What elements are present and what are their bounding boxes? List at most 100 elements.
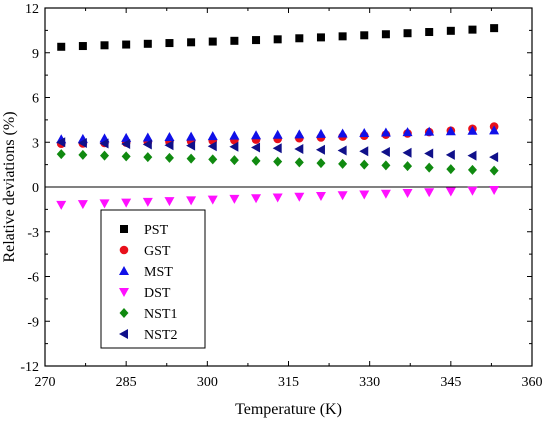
y-tick-label: 9: [32, 47, 39, 62]
data-point-nst1: [403, 161, 413, 172]
data-point-dst: [445, 187, 456, 197]
data-point-dst: [164, 197, 175, 207]
data-point-mst: [445, 126, 456, 136]
legend: PST GST MST DST NST1 NST2: [119, 223, 177, 343]
data-point-pst: [403, 29, 412, 38]
data-point-mst: [121, 132, 132, 142]
data-point-nst1: [164, 152, 174, 163]
data-point-mst: [424, 126, 435, 136]
x-tick-label: 270: [35, 375, 56, 390]
data-point-dst: [229, 194, 240, 204]
data-point-nst2: [99, 138, 109, 149]
data-point-mst: [251, 130, 262, 140]
data-point-nst2: [467, 150, 477, 161]
data-point-nst2: [424, 148, 434, 159]
x-tick-label: 345: [440, 375, 461, 390]
data-point-pst: [468, 25, 477, 34]
data-point-pst: [208, 37, 217, 46]
data-point-nst1: [229, 155, 239, 166]
data-point-nst2: [186, 140, 196, 151]
data-point-nst2: [489, 152, 499, 163]
data-point-nst1: [316, 158, 326, 169]
axis-tick-labels: 270 285 300 315 330 345 360 12 9 6 3 0 -3 -6 -9 -12: [20, 2, 542, 390]
data-point-mst: [337, 128, 348, 138]
data-point-nst1: [143, 152, 153, 163]
data-point-nst2: [142, 139, 152, 150]
data-point-mst: [294, 129, 305, 139]
y-tick-label: -12: [20, 360, 39, 375]
data-point-nst2: [359, 146, 369, 157]
data-point-pst: [490, 24, 499, 33]
data-point-nst2: [229, 141, 239, 152]
data-point-nst1: [294, 157, 304, 168]
data-point-nst1: [467, 164, 477, 175]
data-point-nst2: [164, 140, 174, 151]
data-point-mst: [402, 127, 413, 137]
data-point-dst: [315, 191, 326, 201]
y-tick-label: 6: [32, 92, 39, 107]
x-tick-label: 300: [197, 375, 218, 390]
data-point-dst: [337, 191, 348, 201]
legend-label-nst2: NST2: [144, 328, 177, 343]
data-points: [56, 24, 500, 210]
data-point-dst: [99, 199, 110, 209]
data-point-nst1: [186, 153, 196, 164]
legend-marker-pst: [120, 225, 128, 233]
data-point-mst: [272, 129, 283, 139]
data-point-nst2: [445, 149, 455, 160]
data-point-dst: [186, 196, 197, 206]
data-point-mst: [380, 127, 391, 137]
legend-marker-mst: [119, 266, 129, 275]
data-point-mst: [207, 131, 218, 141]
data-point-dst: [467, 186, 478, 196]
data-point-pst: [425, 28, 434, 37]
data-point-pst: [316, 33, 325, 42]
data-point-nst2: [380, 146, 390, 157]
data-point-dst: [380, 189, 391, 199]
data-point-pst: [122, 40, 131, 49]
data-point-pst: [165, 39, 174, 48]
data-point-pst: [100, 41, 109, 50]
x-tick-label: 315: [278, 375, 299, 390]
data-point-nst1: [100, 150, 110, 161]
data-point-nst1: [446, 164, 456, 175]
data-point-mst: [467, 125, 478, 135]
data-point-dst: [121, 198, 132, 208]
data-point-nst2: [294, 143, 304, 154]
y-tick-label: -3: [27, 226, 39, 241]
data-point-nst2: [402, 147, 412, 158]
y-tick-label: -6: [27, 271, 39, 286]
legend-box: [100, 209, 206, 349]
legend-label-nst1: NST1: [144, 307, 177, 322]
axis-ticks: [44, 7, 533, 367]
data-point-dst: [272, 193, 283, 203]
data-point-nst1: [273, 156, 283, 167]
data-point-mst: [315, 128, 326, 138]
legend-marker-dst: [119, 288, 129, 297]
data-point-dst: [359, 190, 370, 200]
y-tick-label: 3: [32, 136, 39, 151]
data-point-nst1: [381, 160, 391, 171]
data-point-nst2: [315, 144, 325, 155]
data-point-dst: [142, 197, 153, 207]
data-point-pst: [381, 30, 390, 39]
legend-label-dst: DST: [144, 286, 171, 301]
data-point-pst: [273, 35, 282, 44]
legend-label-pst: PST: [144, 223, 169, 238]
data-point-mst: [186, 131, 197, 141]
data-point-dst: [489, 185, 500, 195]
x-tick-label: 285: [116, 375, 137, 390]
legend-marker-nst1: [119, 308, 129, 318]
y-axis-title: Relative deviations (%): [1, 111, 18, 262]
data-point-pst: [360, 31, 369, 40]
data-point-nst2: [251, 142, 261, 153]
legend-label-mst: MST: [144, 265, 173, 280]
data-point-nst2: [272, 143, 282, 154]
data-point-nst1: [56, 149, 66, 160]
data-point-nst1: [208, 154, 218, 165]
data-point-pst: [295, 34, 304, 43]
data-point-pst: [57, 42, 66, 51]
data-point-dst: [424, 188, 435, 198]
x-axis-title: Temperature (K): [235, 401, 342, 418]
